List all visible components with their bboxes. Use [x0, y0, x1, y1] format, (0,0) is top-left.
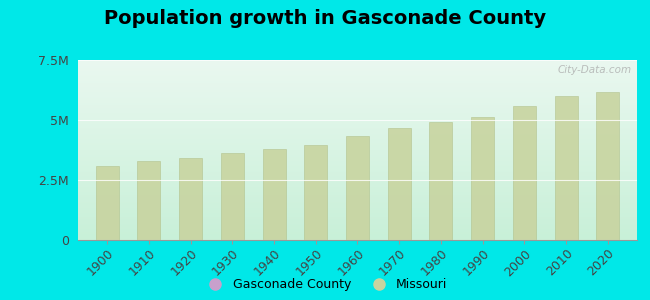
Legend: Gasconade County, Missouri: Gasconade County, Missouri — [200, 276, 450, 294]
Bar — [430, 122, 452, 240]
Bar — [96, 166, 119, 240]
Bar — [388, 128, 411, 240]
Text: City-Data.com: City-Data.com — [557, 65, 631, 75]
Bar — [513, 106, 536, 240]
Bar — [471, 117, 494, 240]
Bar — [263, 149, 285, 240]
Bar — [346, 136, 369, 240]
Bar — [137, 161, 161, 240]
Text: Population growth in Gasconade County: Population growth in Gasconade County — [104, 9, 546, 28]
Bar — [221, 153, 244, 240]
Bar — [596, 92, 619, 240]
Bar — [304, 145, 327, 240]
Bar — [554, 96, 578, 240]
Bar — [179, 158, 202, 240]
